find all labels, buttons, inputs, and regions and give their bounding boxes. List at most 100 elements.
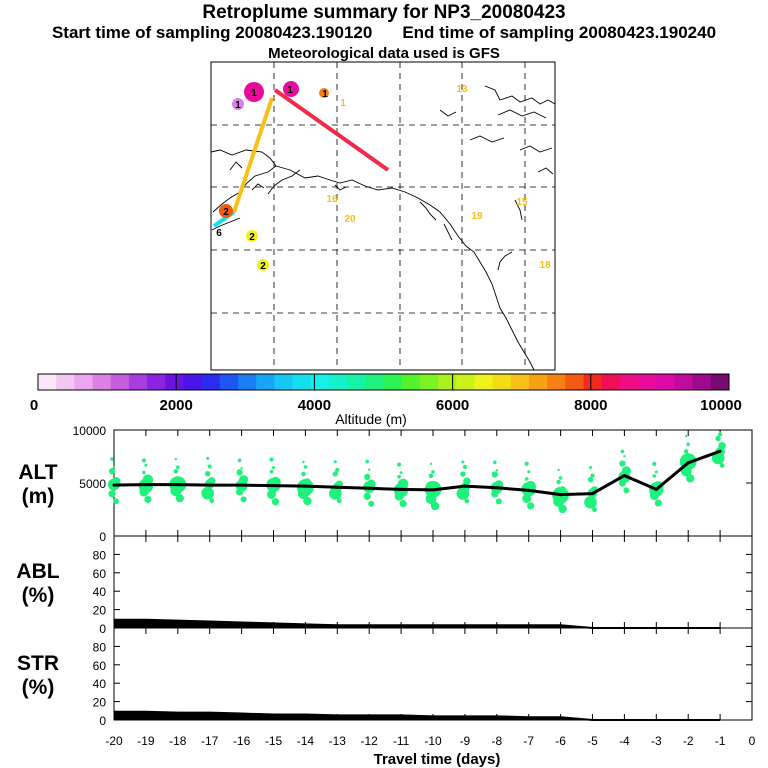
altitude-scatter-point [303, 496, 312, 506]
x-tick-label: -3 [651, 734, 662, 748]
altitude-colorbar: 0 2000 4000 6000 8000 10000 Altitude (m) [30, 373, 742, 427]
altitude-scatter-point [719, 463, 725, 468]
x-tick-label: -19 [137, 734, 155, 748]
colorbar-swatch [692, 374, 712, 390]
altitude-scatter-point [142, 474, 154, 485]
altitude-mean-point [622, 474, 626, 478]
altitude-scatter-point [556, 479, 561, 485]
colorbar-tick-label: 4000 [298, 397, 331, 414]
colorbar-swatch [328, 374, 348, 390]
x-tick-label: -9 [460, 734, 471, 748]
colorbar-swatch [238, 374, 257, 390]
altitude-scatter-point [558, 476, 563, 480]
altitude-scatter-point [524, 461, 529, 466]
x-tick-label: -16 [233, 734, 251, 748]
x-tick-label: -17 [201, 734, 219, 748]
altitude-scatter-point [654, 470, 658, 474]
altitude-scatter-point [587, 476, 594, 483]
altitude-scatter-point [527, 470, 531, 474]
altitude-scatter-point [272, 466, 275, 470]
map-day-label: 6 [216, 228, 222, 239]
x-axis-label: Travel time (days) [374, 751, 501, 768]
altitude-scatter-point [428, 473, 434, 479]
altitude-scatter-point [590, 473, 595, 478]
colorbar-swatch [310, 374, 330, 390]
altitude-scatter-point [429, 462, 433, 466]
map-day-label: 13 [456, 84, 468, 95]
colorbar-swatch [656, 374, 675, 390]
colorbar-swatch [401, 374, 421, 390]
altitude-mean-point [591, 492, 594, 496]
altitude-scatter-point [399, 499, 407, 508]
altitude-mean-point [272, 484, 275, 488]
altitude-scatter-point [236, 469, 243, 476]
retroplume-track-red [273, 88, 390, 172]
x-tick-label: -14 [297, 734, 315, 748]
map-day-label: 16 [326, 194, 338, 205]
altitude-scatter-point [584, 495, 597, 509]
altitude-scatter-point [332, 471, 338, 477]
altitude-scatter-point [144, 463, 148, 467]
map-day-label: 19 [471, 211, 483, 222]
plume-marker [319, 88, 329, 98]
altitude-mean-point [559, 493, 563, 497]
sampling-times: Start time of sampling 20080423.190120 En… [0, 23, 768, 43]
y-tick-label: 5000 [79, 477, 106, 491]
colorbar-swatch [92, 374, 112, 390]
altitude-scatter-point [493, 460, 497, 465]
colorbar-swatch [292, 374, 312, 390]
x-tick-label: -12 [361, 734, 379, 748]
y-tick-label: 0 [99, 714, 106, 728]
x-tick-label: -10 [424, 734, 442, 748]
altitude-scatter-point [463, 477, 471, 486]
altitude-mean-point [495, 486, 499, 490]
map-day-label: 1 [235, 100, 241, 111]
y-tick-label: 40 [93, 677, 107, 691]
colorbar-swatch [219, 374, 239, 390]
altitude-mean-point [463, 484, 467, 488]
altitude-scatter-point [464, 498, 470, 504]
altitude-mean-point [112, 483, 116, 487]
altitude-scatter-point [303, 465, 308, 469]
y-axis-label: STR [17, 652, 59, 675]
altitude-scatter-point [431, 470, 435, 474]
map-day-label: 15 [516, 197, 528, 208]
altitude-mean-point [240, 483, 244, 487]
altitude-mean-point [399, 487, 403, 491]
altitude-scatter-point [683, 449, 689, 454]
colorbar-tick-label: 8000 [574, 397, 607, 414]
y-axis-label: ALT [18, 461, 57, 484]
altitude-mean-point [176, 483, 180, 487]
altitude-scatter-point [495, 498, 502, 505]
x-tick-label: -18 [169, 734, 187, 748]
altitude-scatter-point [142, 470, 146, 475]
altitude-scatter-point [623, 487, 630, 494]
colorbar-swatch [165, 374, 184, 390]
colorbar-swatch [256, 374, 275, 390]
colorbar-swatch [583, 374, 603, 390]
str-line [114, 710, 721, 721]
plume-markers [219, 81, 329, 271]
colorbar-swatch [274, 374, 294, 390]
altitude-scatter-point [108, 467, 116, 475]
y-tick-label: 40 [93, 585, 107, 599]
colorbar-swatch [347, 374, 366, 390]
coastlines [210, 85, 556, 371]
y-axis-label: (m) [22, 485, 55, 508]
altitude-scatter-point [110, 457, 114, 461]
altitude-scatter-point [108, 490, 116, 498]
colorbar-swatch [510, 374, 530, 390]
altitude-mean-point [431, 488, 435, 492]
colorbar-swatch [547, 374, 566, 390]
y-tick-label: 10000 [73, 424, 107, 438]
x-tick-label: -20 [105, 734, 123, 748]
altitude-scatter-point [240, 496, 247, 503]
y-tick-label: 20 [93, 696, 107, 710]
altitude-scatter-point [592, 507, 597, 513]
x-tick-label: -11 [393, 734, 410, 748]
chart-title: Retroplume summary for NP3_20080423 [202, 2, 566, 23]
altitude-scatter-point [364, 473, 371, 481]
